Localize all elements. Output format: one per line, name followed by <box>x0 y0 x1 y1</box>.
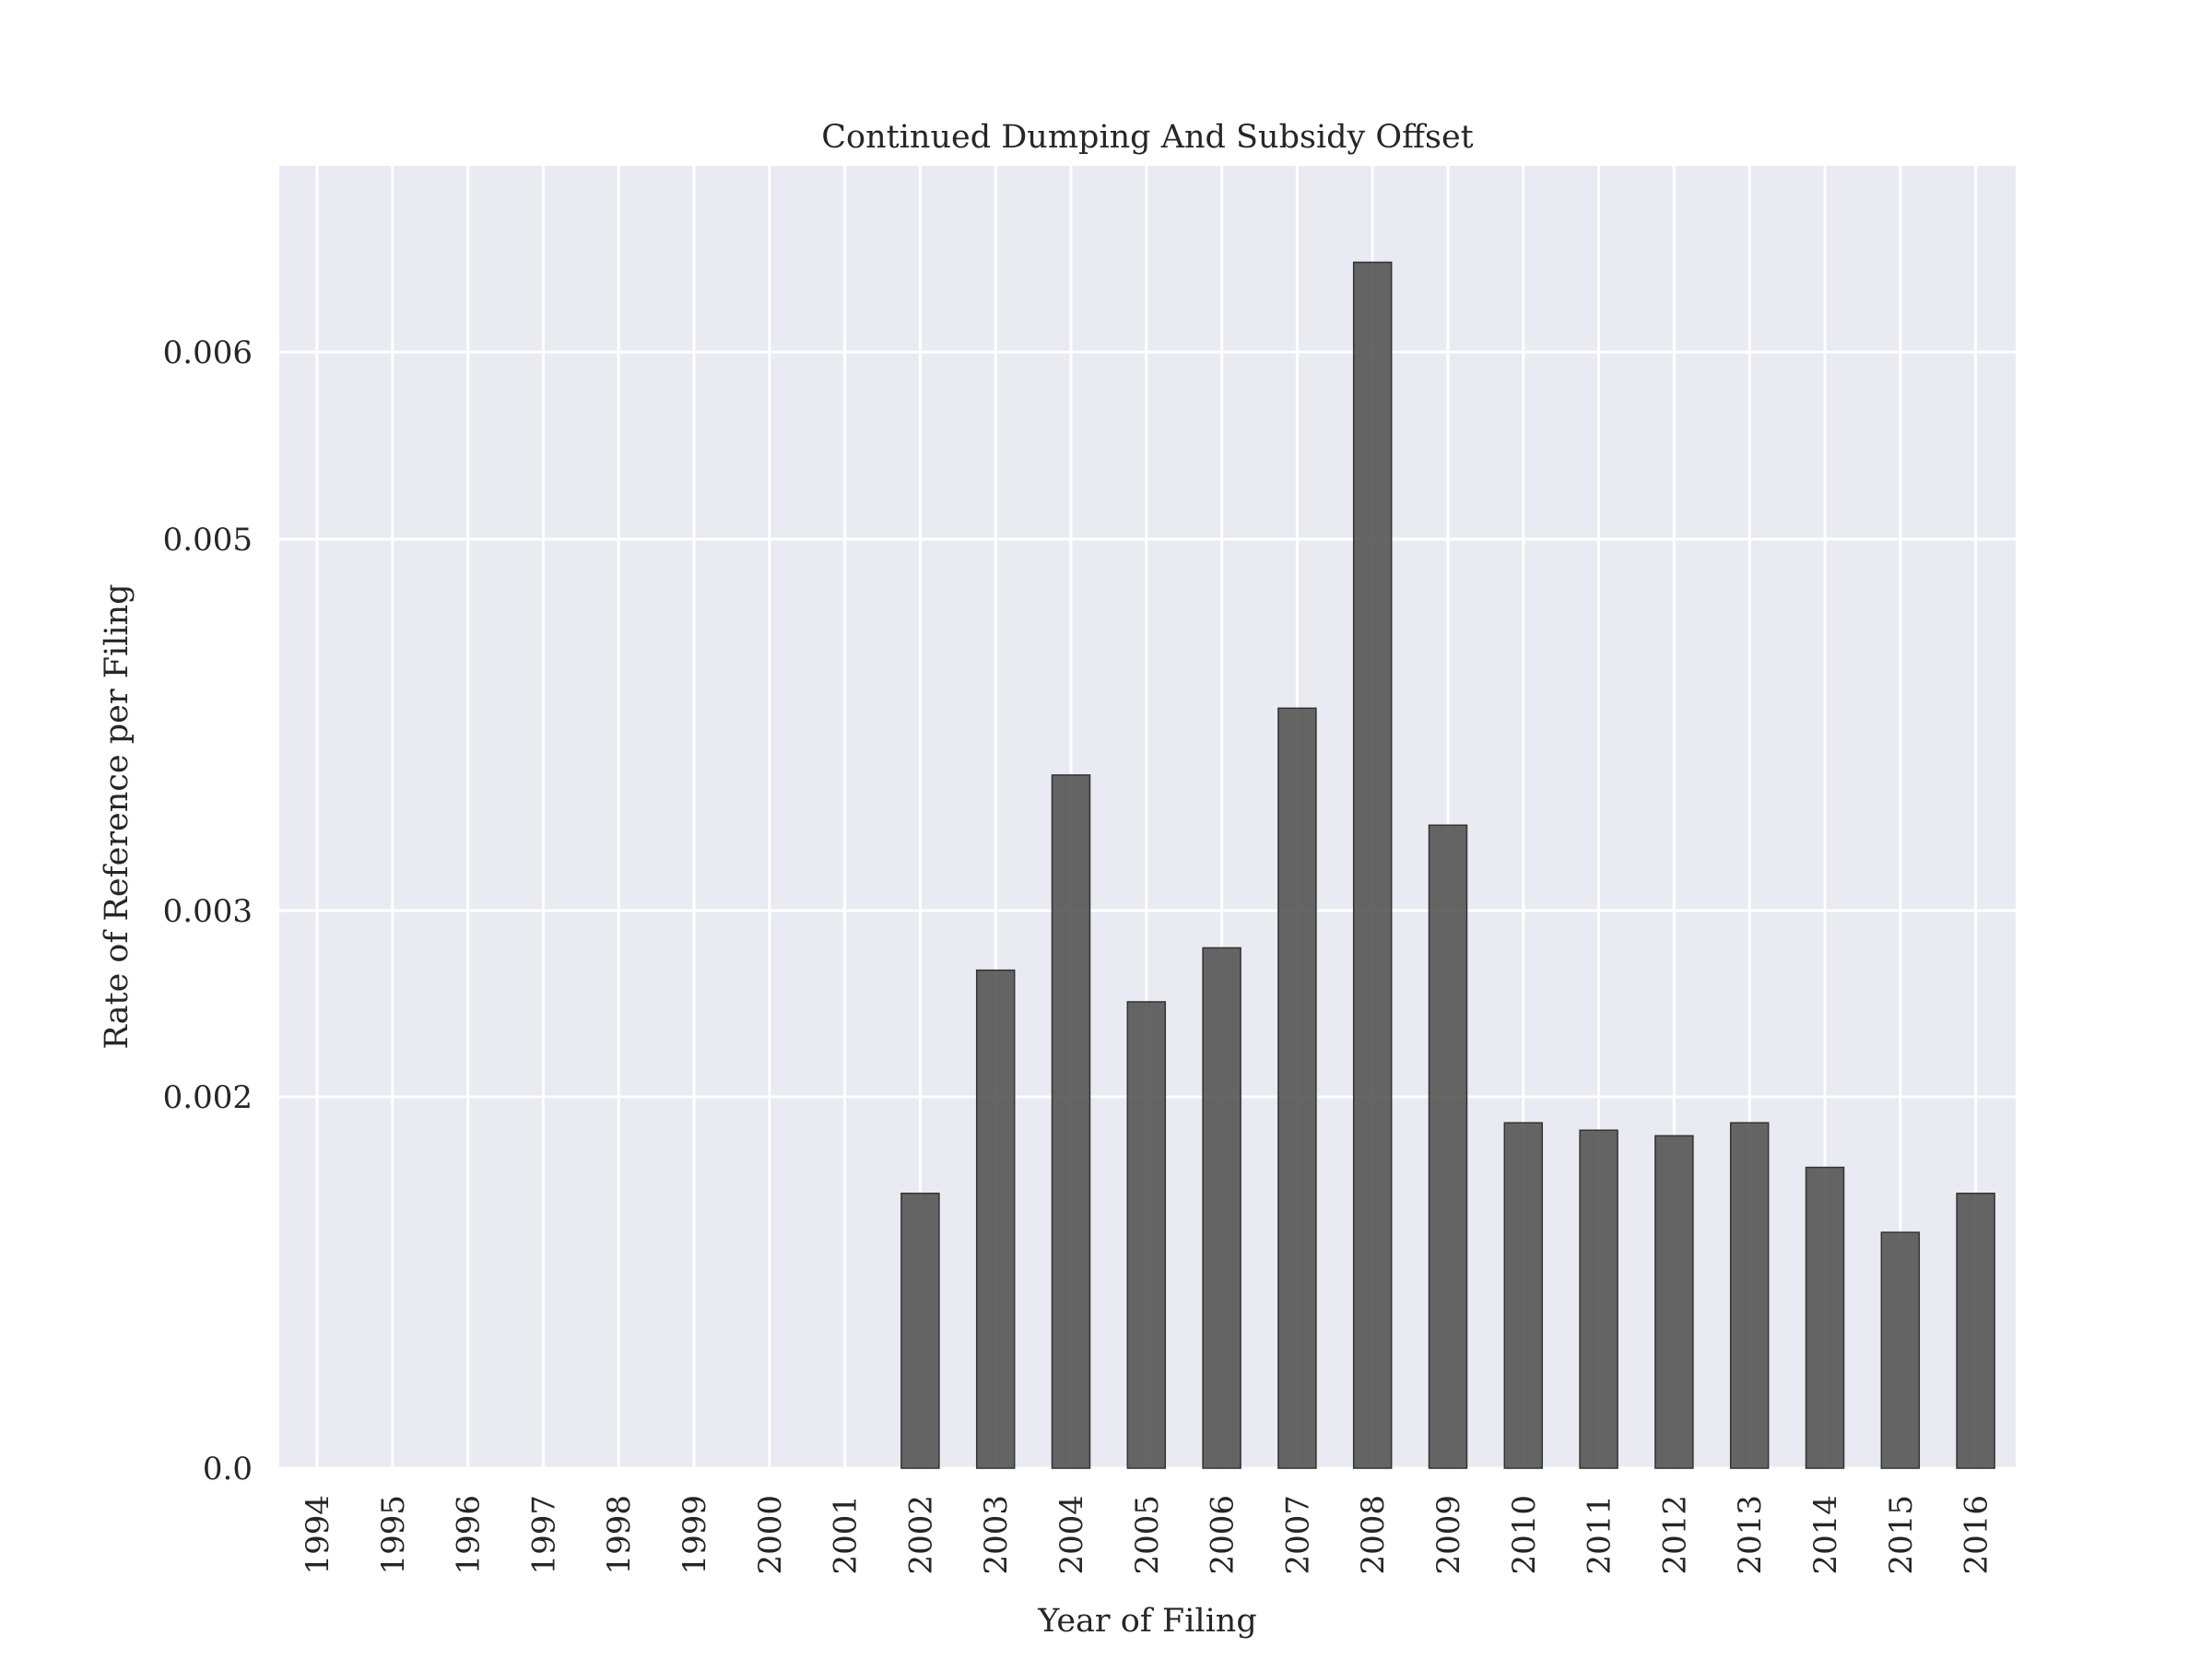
x-tick-label: 2009 <box>1430 1495 1467 1575</box>
bar-2003 <box>975 969 1016 1469</box>
x-tick-label: 2012 <box>1656 1495 1693 1575</box>
y-tick-label: 0.0 <box>203 1451 253 1488</box>
bar-2012 <box>1654 1135 1694 1469</box>
x-tick-label: 2008 <box>1355 1495 1392 1575</box>
bar-2011 <box>1579 1129 1618 1469</box>
bar-2008 <box>1352 261 1393 1469</box>
x-tick-label: 1994 <box>300 1495 336 1575</box>
x-tick-label: 1996 <box>451 1495 488 1575</box>
y-axis-label: Rate of Reference per Filing <box>99 583 135 1049</box>
chart-title: Continued Dumping And Subsidy Offset <box>821 119 1473 156</box>
x-tick-label: 1995 <box>375 1495 412 1575</box>
x-axis-label: Year of Filing <box>1037 1603 1256 1640</box>
y-tick-label: 0.003 <box>163 893 253 930</box>
x-tick-labels: 1994 1995 1996 1997 1998 1999 2000 2001 2002 2003… <box>300 1495 1995 1575</box>
x-tick-label: 2006 <box>1205 1495 1241 1575</box>
x-tick-label: 1999 <box>677 1495 713 1575</box>
x-tick-label: 1997 <box>525 1495 562 1575</box>
bar-2002 <box>900 1193 940 1469</box>
bar-2015 <box>1880 1231 1921 1469</box>
x-tick-label: 2015 <box>1883 1495 1920 1575</box>
x-tick-label: 2002 <box>902 1495 939 1575</box>
x-tick-label: 2001 <box>828 1495 865 1575</box>
bar-2004 <box>1051 774 1091 1469</box>
x-tick-label: 2010 <box>1506 1495 1543 1575</box>
bar-2016 <box>1956 1193 1995 1469</box>
bar-2005 <box>1126 1001 1167 1469</box>
bar-2007 <box>1277 707 1317 1469</box>
y-tick-label: 0.005 <box>163 522 253 559</box>
x-tick-label: 2000 <box>752 1495 789 1575</box>
x-tick-label: 2005 <box>1129 1495 1166 1575</box>
x-tick-label: 2003 <box>978 1495 1015 1575</box>
x-tick-label: 1998 <box>601 1495 638 1575</box>
x-tick-label: 2014 <box>1807 1495 1844 1575</box>
bar-2014 <box>1805 1166 1845 1469</box>
x-tick-label: 2011 <box>1582 1495 1618 1575</box>
y-tick-label: 0.002 <box>163 1079 253 1116</box>
x-tick-label: 2013 <box>1732 1495 1769 1575</box>
x-tick-label: 2007 <box>1279 1495 1316 1575</box>
x-tick-label: 2016 <box>1959 1495 1995 1575</box>
y-tick-labels: 0.0 0.002 0.003 0.005 0.006 <box>163 335 253 1488</box>
bar-2010 <box>1503 1122 1544 1469</box>
bars <box>900 261 1995 1469</box>
bar-2009 <box>1428 824 1468 1469</box>
x-tick-label: 2004 <box>1053 1495 1090 1575</box>
bar-2013 <box>1729 1122 1770 1469</box>
bar-2006 <box>1202 947 1241 1469</box>
y-tick-label: 0.006 <box>163 335 253 371</box>
